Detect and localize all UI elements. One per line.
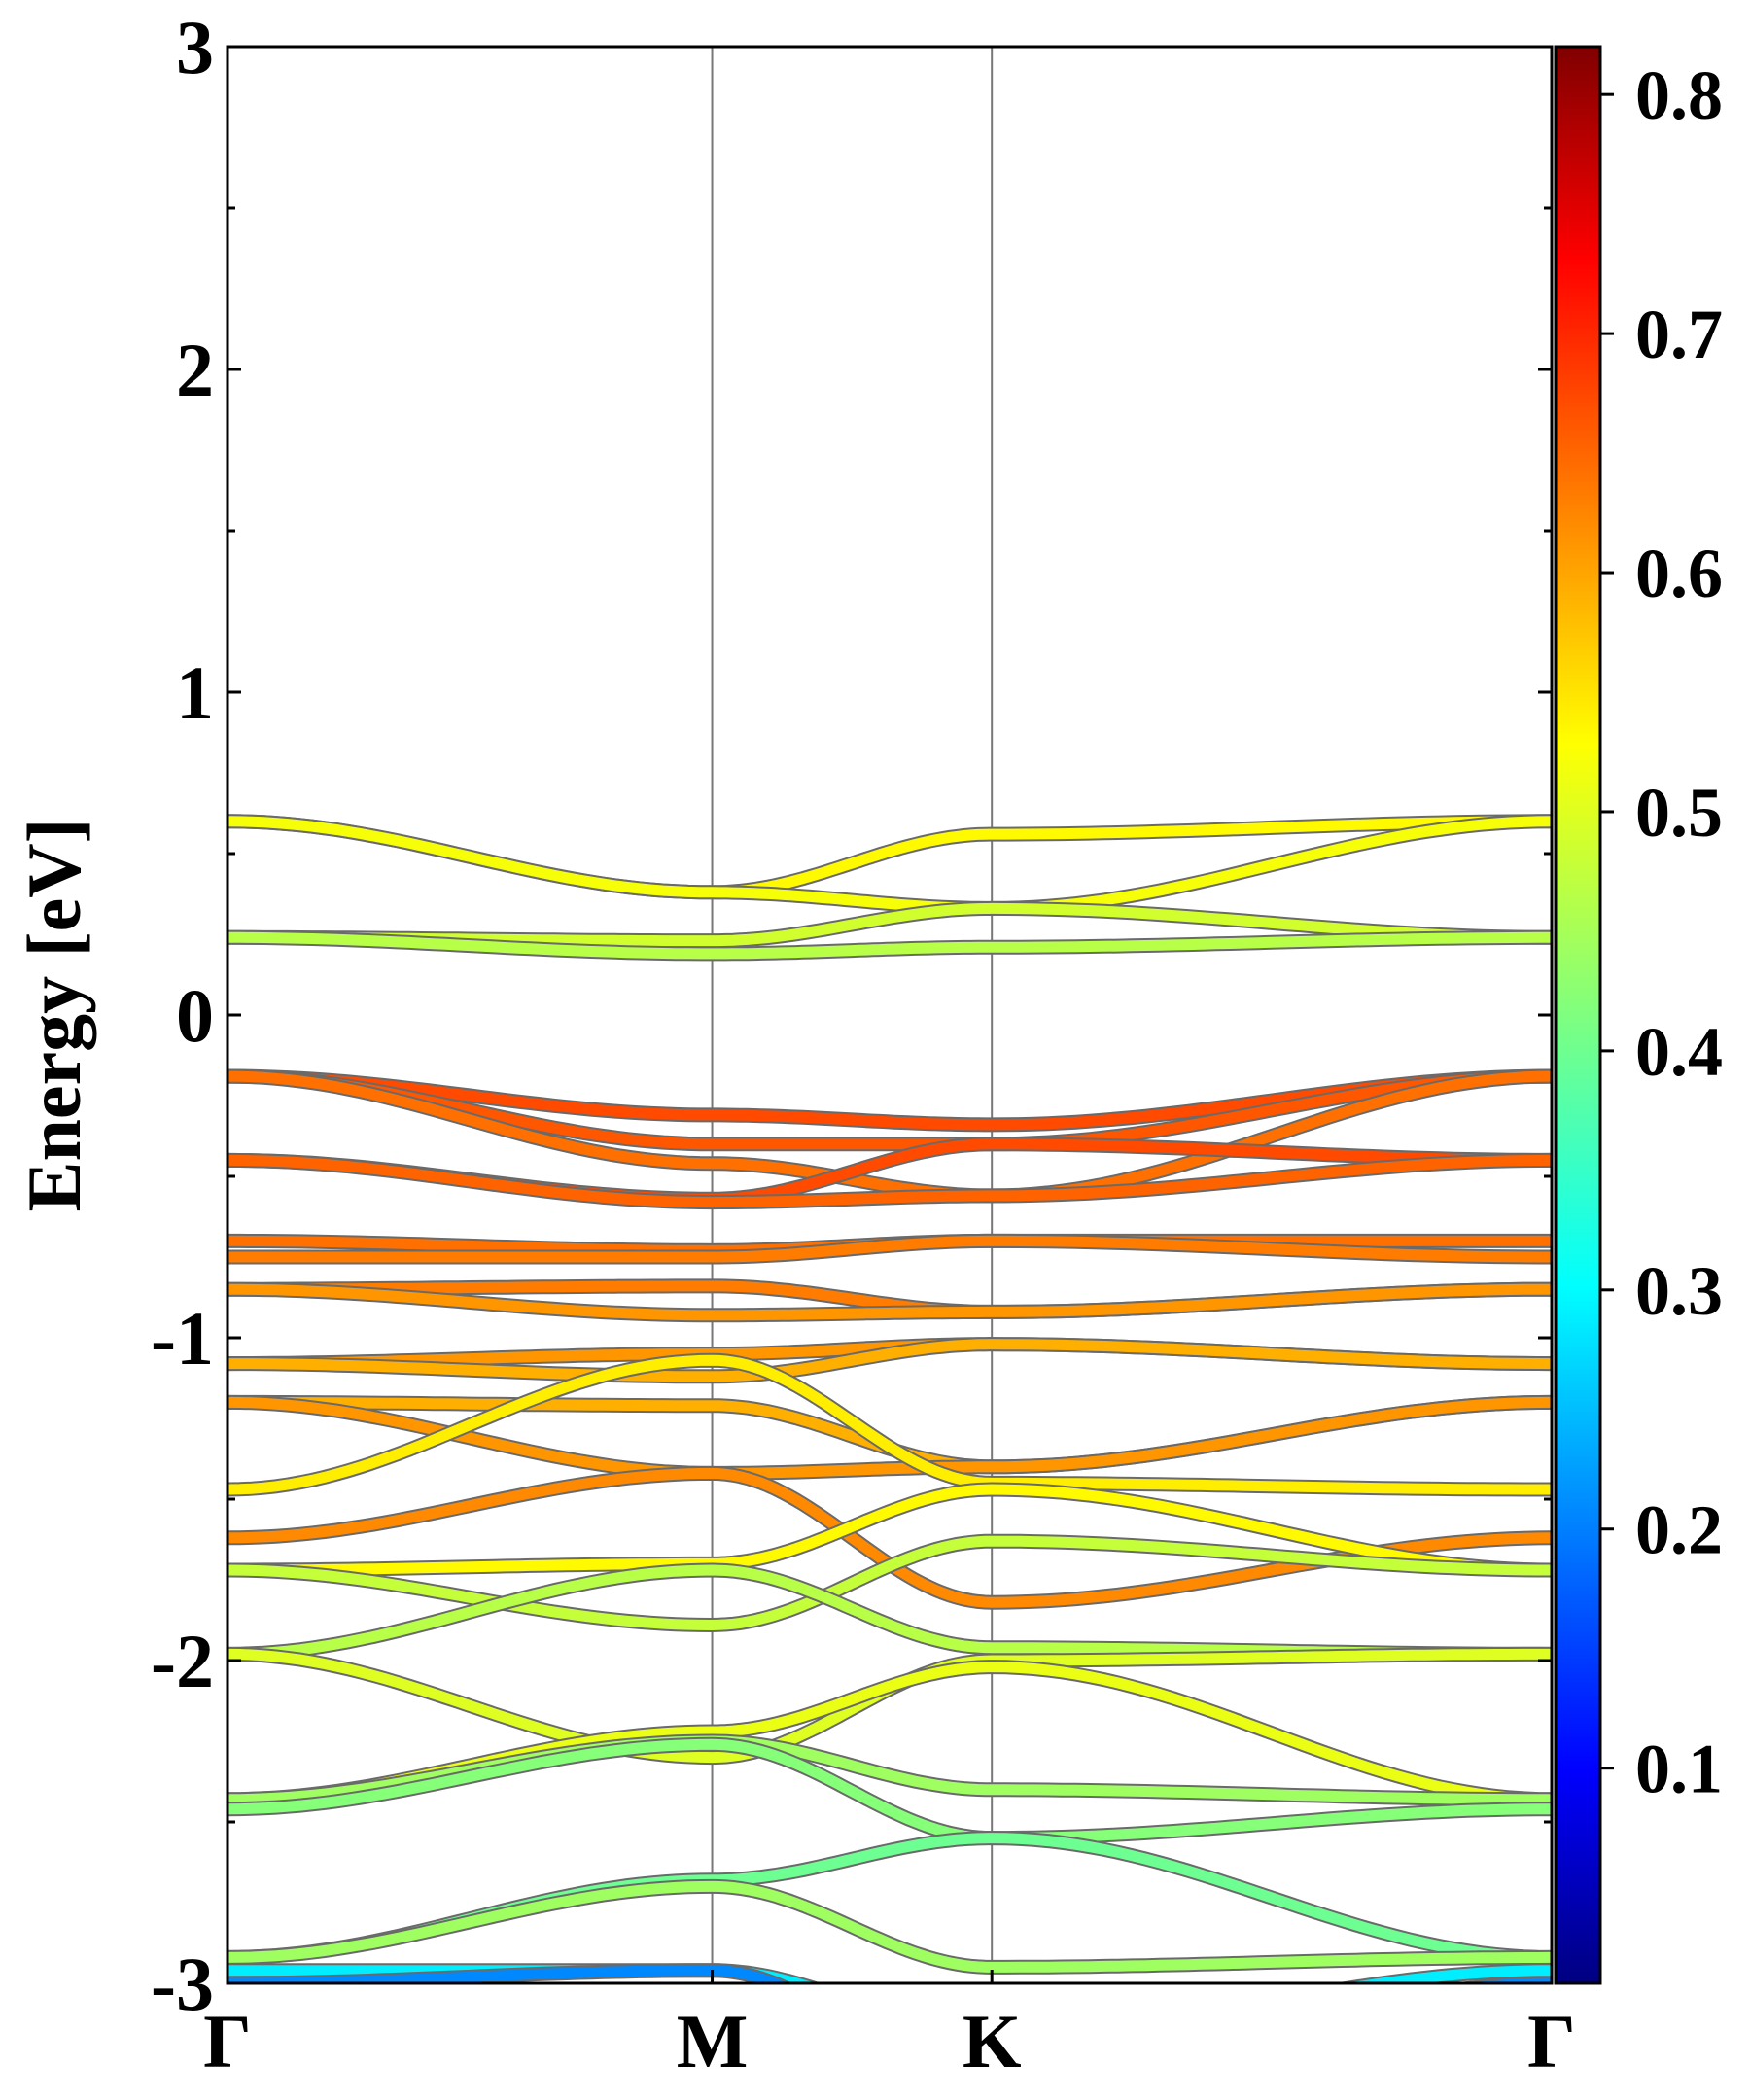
band-line <box>228 1648 1552 1764</box>
kpoint-label: M <box>677 1999 749 2083</box>
band-line <box>228 1354 1552 1495</box>
band-line <box>228 1070 1552 1202</box>
colorbar-ticks: 0.8 0.7 0.6 0.5 0.4 0.3 0.2 0.1 <box>1600 56 1723 1808</box>
band-line <box>228 1965 1552 1983</box>
band-line <box>228 1484 1552 1576</box>
y-tick-label: 2 <box>176 328 214 412</box>
y-tick-label: 1 <box>176 650 214 735</box>
band-line <box>228 1283 1552 1321</box>
band-line <box>228 931 1552 960</box>
colorbar-tick-label: 0.6 <box>1635 535 1723 612</box>
colorbar <box>1554 45 1602 1985</box>
colorbar-tick-label: 0.2 <box>1635 1491 1723 1569</box>
kpoint-label: Γ <box>203 1999 252 2083</box>
colorbar-tick-label: 0.1 <box>1635 1731 1723 1808</box>
colorbar-tick-label: 0.7 <box>1635 296 1723 373</box>
colorbar-tick-label: 0.4 <box>1635 1013 1723 1091</box>
band-line <box>228 1880 1552 1973</box>
y-tick-label: -3 <box>151 1942 214 2026</box>
band-outline <box>228 814 1552 916</box>
band-line <box>228 1396 1552 1479</box>
colorbar-tick-label: 0.8 <box>1635 56 1723 134</box>
band-line <box>228 1235 1552 1263</box>
y-tick-label: -1 <box>151 1296 214 1381</box>
band-line <box>228 1154 1552 1208</box>
band-outline <box>228 1963 1552 1983</box>
band-line <box>228 816 1552 914</box>
band-line <box>228 1070 1552 1150</box>
kpoint-label: K <box>962 1999 1022 2083</box>
band-outline <box>228 1646 1552 1766</box>
y-tick-label: 0 <box>176 973 214 1058</box>
band-line <box>228 1738 1552 1844</box>
band-line <box>228 1070 1552 1131</box>
y-tick-label: 3 <box>176 5 214 89</box>
kpoint-label: Γ <box>1527 1999 1576 2083</box>
band-line <box>228 1339 1552 1382</box>
y-axis-label: Energy [eV] <box>12 818 96 1211</box>
band-line <box>228 1535 1552 1631</box>
y-axis-ticks: 3 2 1 0 -1 -2 -3 <box>151 5 1552 2026</box>
y-tick-label: -2 <box>151 1619 214 1703</box>
colorbar-tick-label: 0.3 <box>1635 1252 1723 1330</box>
band-line <box>228 1467 1552 1608</box>
bands-group <box>228 814 1552 1983</box>
colorbar-tick-label: 0.5 <box>1635 774 1723 852</box>
